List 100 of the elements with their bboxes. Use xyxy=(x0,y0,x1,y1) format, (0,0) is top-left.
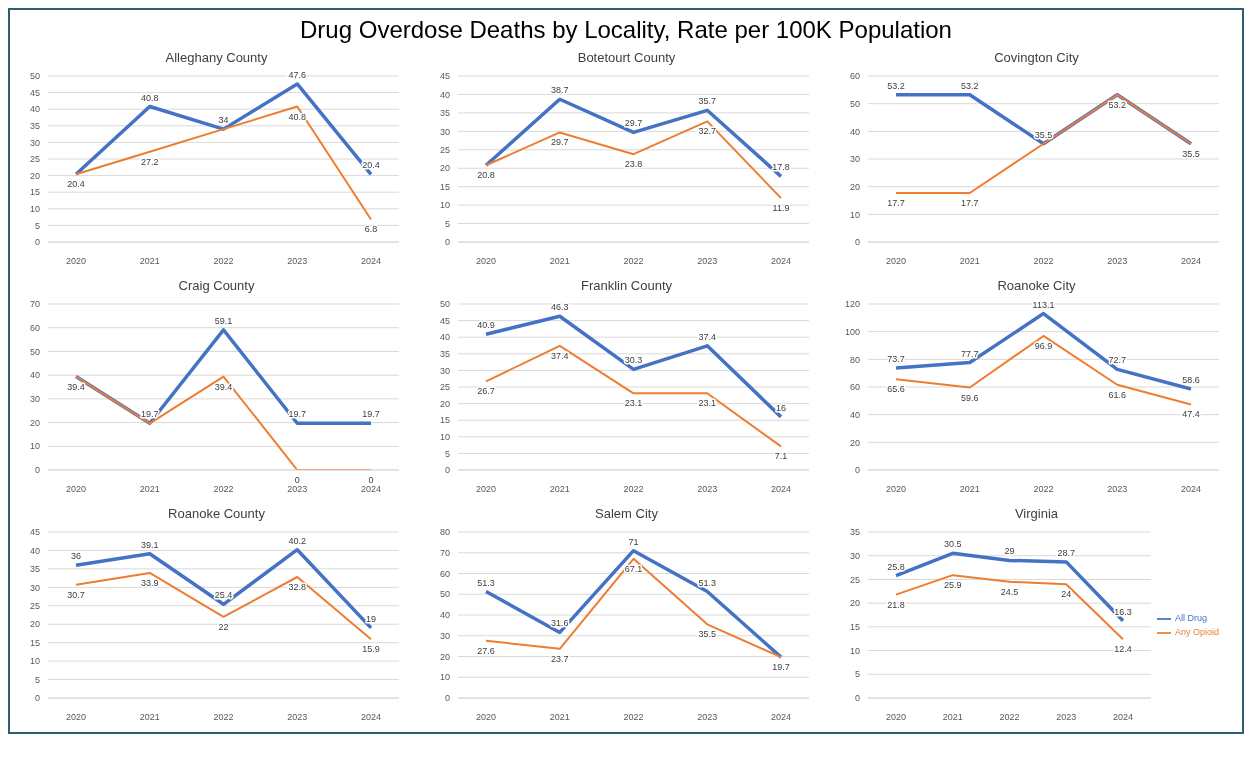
chart-title: Craig County xyxy=(177,277,256,295)
chart-title: Roanoke City xyxy=(996,277,1077,295)
y-tick-label: 30 xyxy=(849,550,860,561)
y-tick-label: 30 xyxy=(439,126,450,137)
y-tick-label: 45 xyxy=(439,315,450,326)
x-tick-label: 2022 xyxy=(1033,484,1054,495)
x-tick-label: 2024 xyxy=(1180,484,1202,495)
data-label: 20.8 xyxy=(477,170,495,181)
x-tick-label: 2021 xyxy=(959,256,980,267)
data-label: 12.4 xyxy=(1114,644,1132,655)
y-tick-label: 15 xyxy=(29,187,40,198)
y-tick-label: 40 xyxy=(439,89,450,100)
x-tick-label: 2022 xyxy=(1033,256,1054,267)
data-label: 33.9 xyxy=(140,577,159,588)
y-tick-label: 20 xyxy=(849,598,860,609)
y-tick-label: 100 xyxy=(844,326,860,337)
y-tick-label: 5 xyxy=(444,218,450,229)
y-tick-label: 45 xyxy=(439,71,450,82)
y-tick-label: 40 xyxy=(29,104,40,115)
y-tick-label: 25 xyxy=(439,382,450,393)
y-tick-label: 30 xyxy=(29,137,40,148)
x-tick-label: 2021 xyxy=(942,712,963,723)
data-label: 51.3 xyxy=(477,577,495,588)
y-tick-label: 0 xyxy=(34,693,40,704)
x-tick-label: 2024 xyxy=(360,484,382,495)
y-tick-label: 25 xyxy=(29,154,40,165)
x-tick-label: 2020 xyxy=(65,712,87,723)
y-tick-label: 0 xyxy=(854,693,860,704)
x-tick-label: 2024 xyxy=(770,712,792,723)
data-label: 39.4 xyxy=(214,381,233,392)
y-tick-label: 30 xyxy=(849,154,860,165)
y-tick-label: 0 xyxy=(444,693,450,704)
y-tick-label: 50 xyxy=(439,589,450,600)
y-tick-label: 35 xyxy=(439,348,450,359)
y-tick-label: 5 xyxy=(34,674,40,685)
data-label: 37.4 xyxy=(698,331,717,342)
x-tick-label: 2022 xyxy=(213,712,234,723)
x-tick-label: 2023 xyxy=(697,256,718,267)
y-tick-label: 40 xyxy=(439,610,450,621)
data-label: 28.7 xyxy=(1057,547,1075,558)
y-tick-label: 35 xyxy=(29,564,40,575)
x-tick-label: 2021 xyxy=(139,712,160,723)
x-tick-label: 2024 xyxy=(360,256,382,267)
y-tick-label: 20 xyxy=(439,163,450,174)
y-tick-label: 40 xyxy=(439,332,450,343)
y-tick-label: 30 xyxy=(439,630,450,641)
x-tick-label: 2022 xyxy=(213,256,234,267)
data-label: 36 xyxy=(70,551,82,562)
data-label: 53.2 xyxy=(960,80,979,91)
data-label: 25.8 xyxy=(887,561,905,572)
y-tick-label: 0 xyxy=(34,465,40,476)
data-label: 27.2 xyxy=(140,156,159,167)
y-tick-label: 10 xyxy=(849,645,860,656)
data-label: 96.9 xyxy=(1034,340,1053,351)
y-tick-label: 30 xyxy=(29,582,40,593)
data-label: 0 xyxy=(294,475,300,485)
data-label: 30.7 xyxy=(67,589,85,600)
y-tick-label: 20 xyxy=(439,398,450,409)
data-label: 6.8 xyxy=(364,224,378,235)
data-label: 21.8 xyxy=(887,599,905,610)
y-tick-label: 120 xyxy=(844,299,860,310)
data-label: 73.7 xyxy=(887,354,905,365)
y-tick-label: 15 xyxy=(439,415,450,426)
y-tick-label: 35 xyxy=(849,527,860,538)
y-tick-label: 35 xyxy=(29,120,40,131)
x-tick-label: 2023 xyxy=(287,256,308,267)
x-tick-label: 2020 xyxy=(475,712,497,723)
y-tick-label: 50 xyxy=(29,71,40,82)
data-label: 72.7 xyxy=(1108,355,1127,366)
data-label: 16 xyxy=(775,402,787,413)
chart-title: Salem City xyxy=(594,505,659,523)
text: Drug Overdose Deaths by Locality, Rate per 100K Population xyxy=(299,15,953,45)
y-tick-label: 25 xyxy=(849,574,860,585)
x-tick-label: 2024 xyxy=(770,256,792,267)
data-label: 23.8 xyxy=(624,159,643,170)
y-tick-label: 70 xyxy=(29,299,40,310)
data-label: 53.2 xyxy=(1108,99,1127,110)
data-label: 35.5 xyxy=(1034,129,1053,140)
data-label: 34 xyxy=(218,115,229,126)
data-label: 38.7 xyxy=(550,85,569,96)
x-tick-label: 2022 xyxy=(213,484,234,495)
y-tick-label: 0 xyxy=(444,465,450,476)
data-label: 24.5 xyxy=(1000,586,1019,597)
y-tick-label: 5 xyxy=(854,669,860,680)
y-tick-label: 20 xyxy=(849,181,860,192)
x-tick-label: 2022 xyxy=(623,256,644,267)
y-tick-label: 40 xyxy=(849,409,860,420)
y-tick-label: 15 xyxy=(849,622,860,633)
data-label: 0 xyxy=(368,475,374,485)
x-tick-label: 2020 xyxy=(475,256,497,267)
x-tick-label: 2023 xyxy=(287,712,308,723)
y-tick-label: 40 xyxy=(29,370,40,381)
y-tick-label: 10 xyxy=(439,431,450,442)
data-label: 17.7 xyxy=(887,198,905,209)
data-label: 46.3 xyxy=(550,302,569,313)
y-tick-label: 40 xyxy=(29,545,40,556)
data-label: 16.3 xyxy=(1114,606,1132,617)
data-label: 22 xyxy=(218,621,229,632)
data-label: 39.1 xyxy=(140,539,159,550)
chart-title: Virginia xyxy=(1013,505,1060,523)
